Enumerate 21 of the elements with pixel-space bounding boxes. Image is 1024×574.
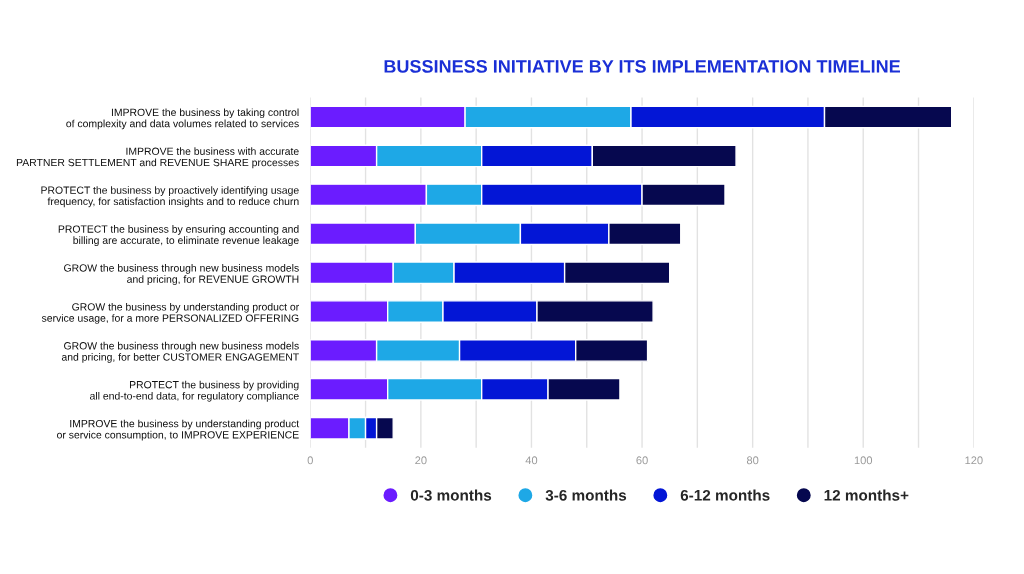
chart-title: BUSSINESS INITIATIVE BY ITS IMPLEMENTATION TIMELINE	[384, 59, 901, 73]
x-tick-label: 20	[415, 456, 427, 465]
y-tick-label: IMPROVE the business with accurate PARTNER SETTLEMENT and REVENUE SHARE processes	[16, 147, 299, 169]
x-tick-label: 40	[525, 456, 538, 465]
legend-label: 12 months+	[824, 489, 909, 501]
y-tick-label: GROW the business through new business models and pricing, for better CUSTOMER ENGAGEMENT	[61, 341, 299, 363]
x-tick-label: 120	[965, 456, 983, 465]
x-tick-label: 80	[746, 456, 759, 465]
y-tick-label: PROTECT the business by proactively identifying usage frequency, for satisfaction insights and to reduce churn	[41, 186, 299, 208]
x-tick-label: 100	[854, 456, 873, 465]
legend-label: 0-3 months	[410, 489, 492, 501]
y-tick-label: IMPROVE the business by understanding product or service consumption, to IMPROVE EXPERIENCE	[57, 419, 300, 441]
y-tick-label: PROTECT the business by providing all end-to-end data, for regulatory compliance	[90, 380, 299, 402]
legend-label: 6-12 months	[680, 489, 770, 501]
x-tick-label: 60	[636, 456, 648, 465]
x-tick-label: 0	[307, 456, 313, 465]
y-tick-label: GROW the business by understanding product or service usage, for a more PERSONALIZED OFFERING	[41, 302, 299, 324]
legend-label: 3-6 months	[545, 489, 627, 501]
y-tick-label: IMPROVE the business by taking control of complexity and data volumes related to services	[66, 108, 299, 130]
y-tick-label: PROTECT the business by ensuring accounting and billing are accurate, to eliminate revenue leakage	[58, 225, 299, 247]
y-tick-label: GROW the business through new business models and pricing, for REVENUE GROWTH	[64, 264, 299, 285]
